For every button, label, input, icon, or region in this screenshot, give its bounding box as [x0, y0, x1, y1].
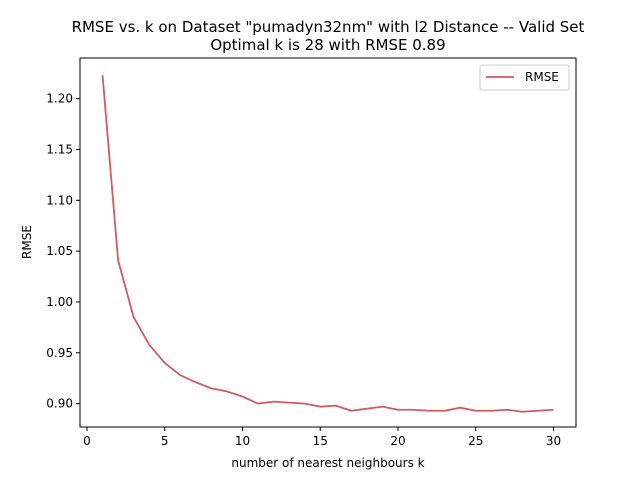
- x-tick-label: 30: [546, 434, 561, 448]
- x-tick-label: 0: [83, 434, 91, 448]
- y-tick-label: 1.10: [46, 193, 73, 207]
- y-tick-label: 1.05: [46, 244, 73, 258]
- x-tick-label: 5: [161, 434, 169, 448]
- series-layer: [101, 75, 554, 413]
- legend-label: RMSE: [525, 70, 559, 84]
- x-tick-label: 10: [235, 434, 250, 448]
- x-tick-label: 20: [390, 434, 405, 448]
- y-axis-label: RMSE: [20, 225, 34, 259]
- y-tick-label: 1.15: [46, 142, 73, 156]
- y-axis-ticks: 0.90 0.95 1.00 1.05 1.10 1.15 1.20: [46, 92, 80, 411]
- x-tick-label: 15: [313, 434, 328, 448]
- x-axis-ticks: 0 5 10 15 20 25 30: [83, 427, 561, 448]
- x-axis-label: number of nearest neighbours k: [231, 456, 424, 470]
- plot-frame: [79, 57, 577, 428]
- x-tick-label: 25: [468, 434, 483, 448]
- plot-area: [80, 58, 576, 427]
- series-line-rmse: [101, 75, 554, 413]
- legend: RMSE: [479, 64, 570, 91]
- chart-subtitle: Optimal k is 28 with RMSE 0.89: [210, 36, 445, 54]
- y-tick-label: 0.90: [46, 397, 73, 411]
- chart-title: RMSE vs. k on Dataset "pumadyn32nm" with…: [72, 18, 585, 36]
- y-tick-label: 1.00: [46, 295, 73, 309]
- y-tick-label: 1.20: [46, 92, 73, 106]
- legend-box: [479, 64, 570, 91]
- y-tick-label: 0.95: [46, 346, 73, 360]
